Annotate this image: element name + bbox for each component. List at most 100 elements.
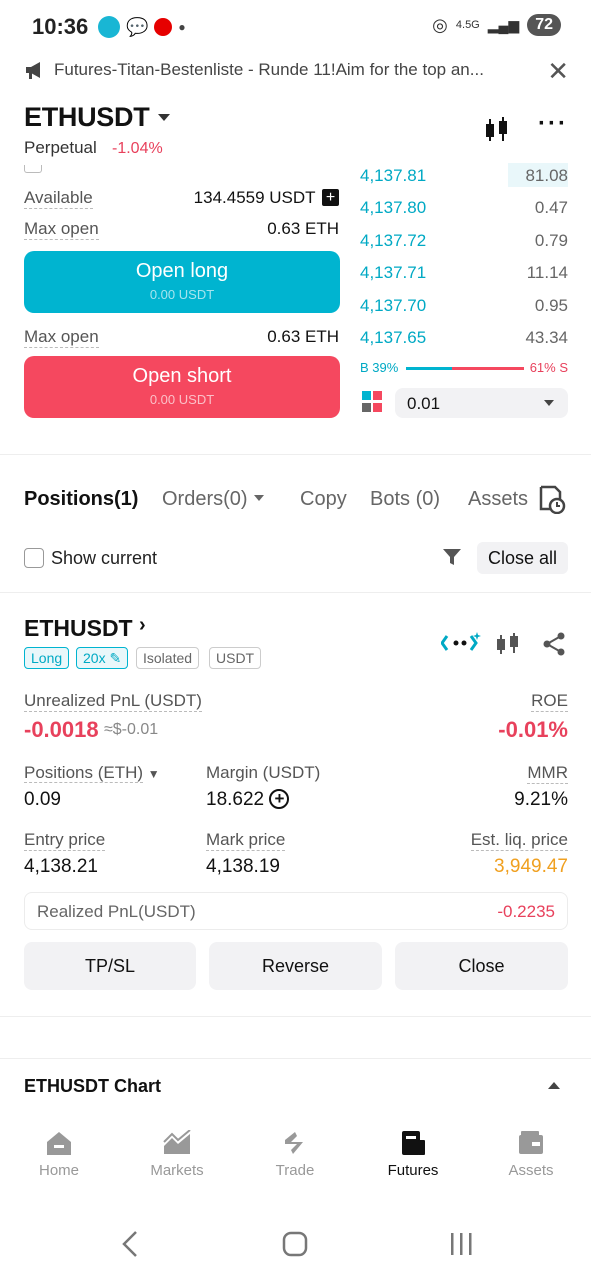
size-value: 0.09 [24, 789, 61, 810]
copy-trade-icon[interactable] [441, 632, 481, 654]
open-long-button[interactable]: Open long 0.00 USDT [24, 251, 340, 313]
chevron-down-icon[interactable] [158, 114, 170, 121]
tab-assets[interactable]: Assets [468, 488, 529, 510]
trade-icon [285, 1132, 303, 1154]
order-book-row[interactable]: 4,137.65 43.34 [360, 325, 568, 357]
markets-icon [163, 1130, 191, 1154]
home-icon [47, 1132, 71, 1155]
open-short-cost: 0.00 USDT [149, 392, 215, 407]
chart-section-title[interactable]: ETHUSDT Chart [24, 1076, 162, 1096]
dot-icon: ● [178, 20, 186, 34]
tpsl-button[interactable]: TP/SL [24, 942, 196, 990]
nav-assets[interactable]: Assets [481, 1130, 581, 1179]
divider [0, 592, 591, 593]
tab-bots[interactable]: Bots (0) [370, 488, 441, 510]
available-value: 134.4559 USDT + [194, 188, 339, 208]
bid-qty: 43.34 [525, 327, 568, 347]
divider [0, 1016, 591, 1017]
tab-bar: Positions(1) Orders(0) Copy Bots (0) Ass… [24, 488, 544, 516]
more-icon[interactable]: ··· [538, 110, 568, 137]
price-change: -1.04% [112, 140, 163, 157]
share-icon[interactable] [542, 632, 566, 656]
size-label[interactable]: Positions (ETH) ▼ [24, 763, 160, 783]
buy-sell-ratio: B 39% 61% S [360, 360, 568, 378]
tab-copy[interactable]: Copy [300, 488, 347, 510]
close-all-button[interactable]: Close all [477, 542, 568, 574]
add-margin-icon[interactable]: + [269, 789, 290, 809]
close-position-button[interactable]: Close [395, 942, 568, 990]
divider [0, 1058, 591, 1059]
nav-trade-label: Trade [275, 1162, 315, 1179]
tab-orders[interactable]: Orders(0) [162, 488, 264, 511]
buy-ratio: B 39% [360, 360, 399, 375]
notification-icons: 💬 ● [98, 16, 186, 38]
mmr-label: MMR [527, 763, 568, 784]
margin-amount: 18.622 [206, 789, 265, 810]
precision-select[interactable]: 0.01 [395, 388, 568, 418]
orderbook-layout-icon[interactable] [361, 390, 383, 414]
tab-positions[interactable]: Positions(1) [24, 488, 139, 510]
chart-icon[interactable] [496, 632, 520, 656]
mmr-value: 9.21% [514, 789, 568, 810]
order-book-row[interactable]: 4,137.70 0.95 [360, 293, 568, 325]
order-book-row[interactable]: 4,137.72 0.79 [360, 228, 568, 260]
nav-trade[interactable]: Trade [245, 1130, 345, 1179]
history-icon[interactable] [538, 484, 566, 514]
show-current-label[interactable]: Show current [51, 548, 158, 568]
show-current-checkbox[interactable] [24, 548, 44, 568]
battery-indicator: 72 [527, 14, 561, 36]
divider [0, 454, 591, 455]
position-symbol[interactable]: ETHUSDT [24, 615, 133, 641]
order-book-row[interactable]: 4,137.71 11.14 [360, 260, 568, 292]
entry-label: Entry price [24, 830, 106, 851]
nav-futures-label: Futures [387, 1162, 439, 1179]
sell-ratio-bar [452, 367, 524, 370]
back-icon[interactable] [120, 1230, 140, 1258]
close-icon[interactable]: ✕ [547, 56, 569, 86]
upnl-value: -0.0018 [24, 717, 99, 742]
mark-value: 4,138.19 [206, 856, 280, 877]
precision-value: 0.01 [407, 394, 441, 413]
depth-bar [508, 163, 568, 187]
bid-price: 4,137.81 [360, 166, 427, 185]
announcement-text[interactable]: Futures-Titan-Bestenliste - Runde 11!Aim… [54, 60, 484, 79]
leverage-tag[interactable]: 20x ✎ [76, 647, 129, 669]
open-long-label: Open long [135, 260, 229, 282]
chevron-right-icon[interactable]: › [139, 614, 146, 636]
upnl-label: Unrealized PnL (USDT) [24, 691, 202, 712]
announcement-bar[interactable]: Futures-Titan-Bestenliste - Runde 11!Aim… [0, 56, 591, 86]
margin-label: Margin (USDT) [206, 763, 321, 782]
mark-label: Mark price [206, 830, 286, 851]
realized-pnl-box[interactable]: Realized PnL(USDT) -0.2235 [24, 892, 568, 930]
liq-label: Est. liq. price [470, 830, 568, 851]
bid-price: 4,137.70 [360, 295, 427, 315]
open-short-button[interactable]: Open short 0.00 USDT [24, 356, 340, 418]
candlestick-icon[interactable] [484, 116, 510, 144]
available-label: Available [24, 188, 93, 209]
pair-title[interactable]: ETHUSDT [24, 102, 150, 132]
side-tag: Long [24, 647, 70, 669]
reverse-button[interactable]: Reverse [209, 942, 382, 990]
filter-icon[interactable] [442, 547, 462, 567]
order-book-row[interactable]: 4,137.81 81.08 [360, 163, 568, 195]
max-open-label: Max open [24, 219, 99, 240]
open-short-label: Open short [132, 365, 232, 387]
chevron-up-icon[interactable] [548, 1082, 560, 1089]
home-button-icon[interactable] [282, 1231, 308, 1257]
max-open-value: 0.63 ETH [267, 219, 339, 238]
order-book-row[interactable]: 4,137.80 0.47 [360, 195, 568, 227]
upnl-usd-approx: ≈$-0.01 [104, 721, 159, 738]
nav-markets[interactable]: Markets [127, 1130, 227, 1179]
nav-home[interactable]: Home [9, 1130, 109, 1179]
nav-futures[interactable]: Futures [363, 1130, 463, 1179]
add-funds-icon[interactable]: + [322, 189, 339, 206]
realized-pnl-value: -0.2235 [497, 902, 555, 921]
bid-qty: 0.47 [534, 198, 568, 218]
recents-icon[interactable] [448, 1231, 474, 1257]
max-open-value-short: 0.63 ETH [267, 327, 339, 346]
hotspot-icon: ◎ [432, 14, 448, 35]
buy-ratio-bar [406, 367, 452, 370]
chat-icon: 💬 [126, 16, 149, 37]
status-right: ◎ 4.5G ▂▄▆ 72 [432, 14, 561, 36]
network-type: 4.5G [455, 19, 480, 31]
